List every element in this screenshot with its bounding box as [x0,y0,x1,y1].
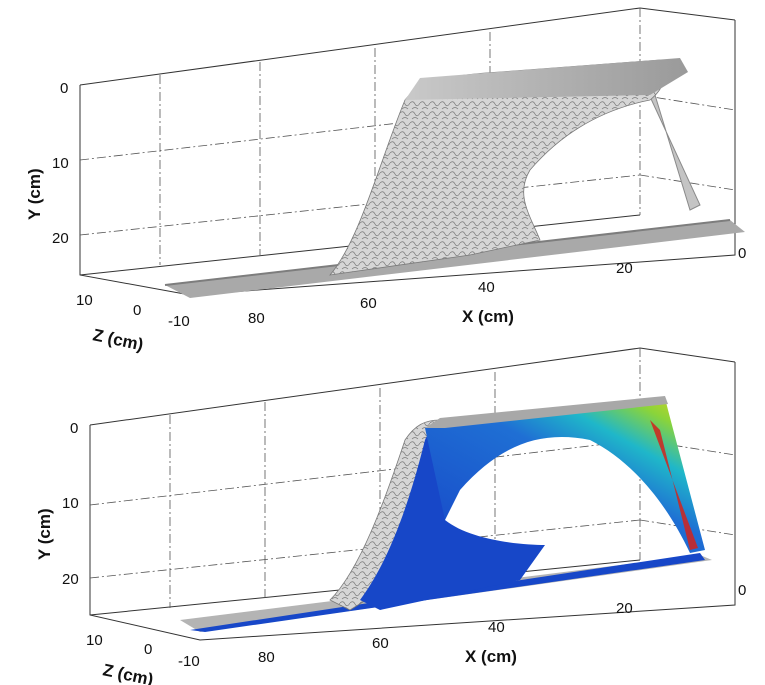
z-tick: 0 [144,641,152,658]
y-tick: 0 [60,80,68,97]
x-tick: 60 [372,635,389,652]
x-tick-labels: 80 60 40 20 0 [248,245,746,327]
y-tick: 20 [62,571,79,588]
flow-surface-floor [165,220,745,298]
x-tick: 0 [738,582,746,599]
panel-top: 0 10 20 80 60 40 20 0 10 0 -10 Y (cm) X … [25,7,746,355]
y-tick: 0 [70,420,78,437]
jet-core [650,420,698,550]
z-tick: -10 [178,653,200,670]
z-tick: 0 [133,302,141,319]
z-tick: -10 [168,313,190,330]
panel-bottom: 0 10 20 80 60 40 20 0 10 0 -10 Y (cm) X … [35,347,746,685]
x-axis-label: X (cm) [462,307,514,326]
colored-section-sheet [425,398,705,553]
y-axis-label: Y (cm) [25,168,44,220]
y-tick-labels: 0 10 20 [62,420,79,588]
y-tick: 10 [52,155,69,172]
x-tick: 60 [360,295,377,312]
top-sheet-surface [425,396,668,428]
x-tick: 40 [488,619,505,636]
top-sheet-surface [405,58,688,100]
x-tick: 80 [258,649,275,666]
z-axis-label: Z (cm) [91,325,145,354]
z-tick-labels: 10 0 -10 [76,292,190,330]
y-tick: 20 [52,230,69,247]
y-axis-label: Y (cm) [35,508,54,560]
x-tick: 20 [616,600,633,617]
y-tick: 10 [62,495,79,512]
z-tick-labels: 10 0 -10 [86,632,200,670]
z-tick: 10 [86,632,103,649]
colored-section-plunge [360,425,545,610]
x-tick: 20 [616,260,633,277]
z-tick: 10 [76,292,93,309]
y-tick-labels: 0 10 20 [52,80,69,247]
z-axis-label: Z (cm) [101,660,155,685]
x-tick-labels: 80 60 40 20 0 [258,582,746,666]
x-tick: 0 [738,245,746,262]
x-axis-label: X (cm) [465,647,517,666]
x-tick: 80 [248,310,265,327]
x-tick: 40 [478,279,495,296]
